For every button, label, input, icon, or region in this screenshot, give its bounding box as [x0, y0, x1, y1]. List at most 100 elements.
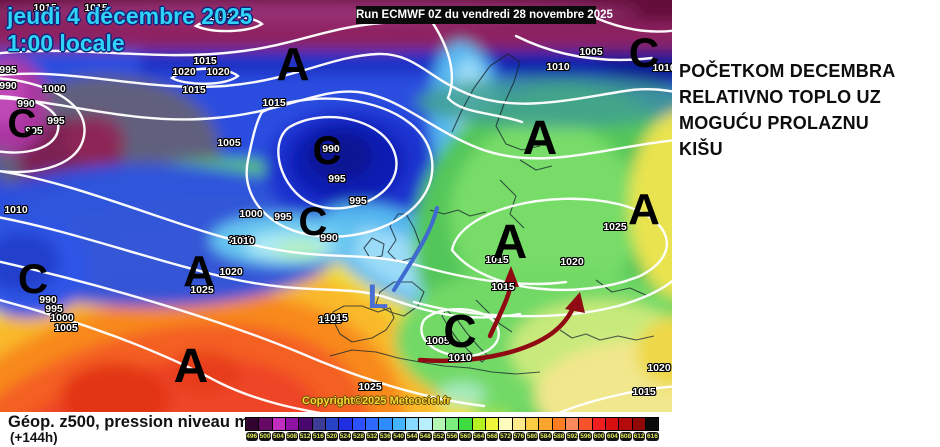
- colorbar-segment: [432, 418, 446, 430]
- colorbar-segment: [619, 418, 633, 430]
- pressure-label: 1015: [193, 55, 217, 67]
- pressure-label: 1025: [358, 381, 382, 393]
- pressure-label: 1015: [262, 97, 286, 109]
- pressure-label: 1015: [632, 386, 656, 398]
- colorbar-value: 572: [499, 432, 512, 441]
- pressure-label: 1020: [172, 66, 196, 78]
- weather-map: 1015 1015 1020 1015 1020 1020 1015 1015 995 990 10…: [0, 0, 672, 412]
- pressure-label: 1010: [231, 235, 255, 247]
- colorbar-segment: [246, 418, 260, 430]
- valid-date-line1: jeudi 4 décembre 2025: [7, 3, 253, 29]
- coastlines: [329, 53, 655, 375]
- colorbar-value: 532: [365, 432, 379, 441]
- colorbar-value: 600: [592, 432, 606, 441]
- colorbar-value: 508: [285, 432, 298, 441]
- colorbar-value: 612: [632, 432, 646, 441]
- colorbar-segment: [259, 418, 273, 430]
- annotation-panel: POČETKOM DECEMBRA RELATIVNO TOPLO UZ MOG…: [672, 0, 940, 447]
- colorbar-value: 516: [312, 432, 325, 441]
- colorbar-segment: [379, 418, 393, 430]
- pressure-label: 1010: [4, 204, 28, 216]
- pressure-label: 995: [47, 115, 65, 127]
- colorbar-value: 560: [459, 432, 472, 441]
- colorbar-segment: [645, 418, 659, 430]
- low-pressure-letter: C: [628, 29, 660, 76]
- headline-line-3: MOGUĆU PROLAZNU: [679, 113, 869, 133]
- colorbar-segment: [579, 418, 593, 430]
- colorbar-segment: [285, 418, 300, 430]
- model-run-info: Run ECMWF 0Z du vendredi 28 novembre 202…: [356, 6, 613, 24]
- low-pressure-letter: C: [7, 102, 37, 146]
- pressure-label: 1020: [206, 66, 230, 78]
- high-pressure-letter: A: [173, 340, 209, 393]
- colorbar-segment: [485, 418, 500, 430]
- colorbar-value: 568: [485, 432, 499, 441]
- colorbar-value: 564: [472, 432, 485, 441]
- colorbar-segment: [299, 418, 313, 430]
- valid-date: jeudi 4 décembre 2025 1:00 locale: [7, 3, 253, 57]
- colorbar-value: 616: [646, 432, 659, 441]
- pressure-label: 1005: [54, 322, 78, 334]
- colorbar-value: 604: [606, 432, 619, 441]
- pressure-label: 990: [322, 143, 340, 155]
- colorbar-value: 544: [405, 432, 419, 441]
- high-pressure-letter: A: [522, 112, 558, 165]
- copyright-text: Copyright©2025 Meteociel.fr: [302, 395, 451, 407]
- colorbar-value: 588: [552, 432, 566, 441]
- colorbar-value: 580: [526, 432, 539, 441]
- colorbar-segment: [592, 418, 606, 430]
- pressure-label: 990: [0, 80, 17, 92]
- colorbar-segment: [472, 418, 486, 430]
- colorbar-segment: [525, 418, 540, 430]
- headline-line-4: KIŠU: [679, 139, 723, 159]
- z500-color-field: [0, 0, 672, 412]
- low-pressure-letter: C: [17, 255, 49, 302]
- colorbar-value: 540: [392, 432, 405, 441]
- colorbar-segment: [419, 418, 433, 430]
- z500-colorbar-values: 496 500 504 508 512 516 520 524 528 532 536 540 544 5…: [245, 432, 659, 442]
- colorbar-value: 548: [419, 432, 432, 441]
- high-pressure-letter: A: [276, 38, 310, 90]
- colorbar-segment: [339, 418, 353, 430]
- headline-line-1: POČETKOM DECEMBRA: [679, 61, 896, 81]
- trough-line: [392, 206, 439, 292]
- colorbar-value: 496: [245, 432, 258, 441]
- colorbar-value: 504: [272, 432, 285, 441]
- colorbar-value: 512: [298, 432, 312, 441]
- colorbar-segment: [352, 418, 366, 430]
- colorbar-value: 608: [619, 432, 632, 441]
- colorbar-value: 584: [539, 432, 552, 441]
- colorbar-segment: [512, 418, 526, 430]
- pressure-label: 1015: [485, 254, 509, 266]
- pressure-label: 995: [0, 64, 17, 76]
- colorbar-value: 556: [445, 432, 459, 441]
- colorbar-segment: [272, 418, 286, 430]
- pressure-label: 1020: [212, 9, 236, 21]
- colorbar-segment: [405, 418, 420, 430]
- colorbar-segment: [445, 418, 460, 430]
- colorbar-segment: [552, 418, 566, 430]
- pressure-label: 990: [17, 98, 35, 110]
- pressure-label: 1010: [228, 234, 252, 246]
- colorbar-segment: [605, 418, 620, 430]
- z500-colorbar: [245, 417, 659, 431]
- colorbar-value: 520: [325, 432, 339, 441]
- pressure-label: 1020: [219, 266, 243, 278]
- pressure-label: 995: [45, 303, 63, 315]
- pressure-label: 1015: [33, 2, 57, 14]
- colorbar-segment: [459, 418, 473, 430]
- pressure-label: 1025: [603, 221, 627, 233]
- low-marker-letter: L: [367, 278, 389, 316]
- legend-bar: Géop. z500, pression niveau mer (+144h) …: [0, 412, 672, 447]
- legend-title: Géop. z500, pression niveau mer: [8, 413, 265, 431]
- pressure-label: 1015: [318, 314, 342, 326]
- pressure-label: 1005: [579, 46, 603, 58]
- low-pressure-letter: C: [298, 200, 328, 244]
- pressure-label: 990: [39, 294, 57, 306]
- map-graphics: [0, 0, 672, 412]
- pressure-label: 995: [328, 173, 346, 185]
- legend-subtitle: (+144h): [10, 430, 58, 445]
- colorbar-segment: [312, 418, 326, 430]
- pressure-label: 1020: [560, 256, 584, 268]
